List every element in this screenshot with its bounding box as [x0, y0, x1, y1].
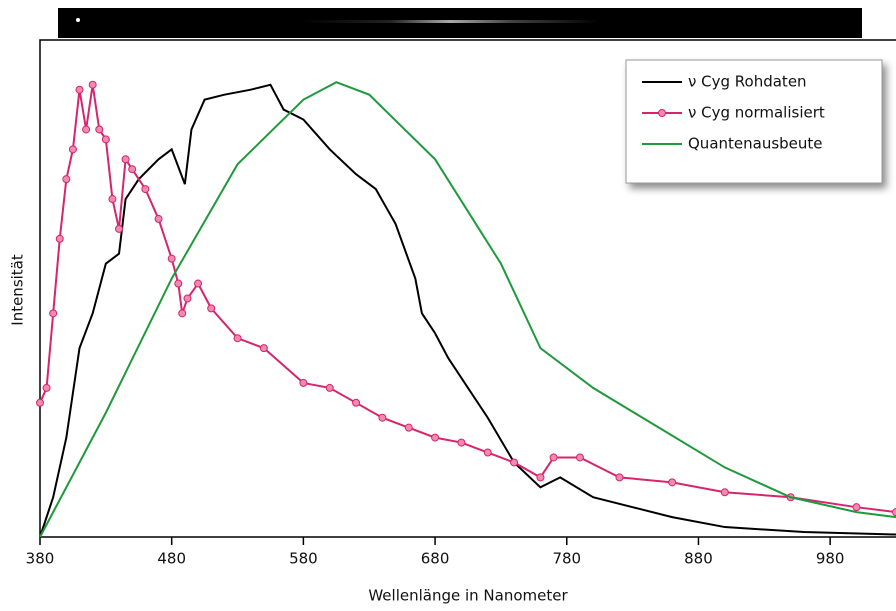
series-marker [431, 433, 440, 442]
series-marker [299, 378, 308, 387]
series-marker [259, 344, 268, 353]
legend-box [625, 59, 883, 184]
x-axis-label: Wellenlänge in Nanometer [368, 587, 568, 605]
legend: ν Cyg Rohdaten ν Cyg normalisiert Quantena… [625, 59, 883, 184]
y-axis-label: Intensität [9, 254, 27, 326]
legend-marker [658, 109, 666, 117]
series-marker [101, 135, 110, 144]
series-marker [88, 80, 97, 89]
series-marker [575, 453, 584, 462]
series-marker [183, 294, 192, 303]
spectrum-streak [300, 20, 600, 23]
plot-area [36, 80, 896, 538]
series-marker [42, 383, 51, 392]
series-marker [233, 334, 242, 343]
series-marker [207, 304, 216, 313]
series-marker [49, 309, 58, 318]
series-line [39, 81, 896, 538]
series-line [39, 83, 896, 538]
series-marker [115, 224, 124, 233]
series-marker [121, 155, 130, 164]
series-marker [174, 279, 183, 288]
series-marker [483, 448, 492, 457]
legend-label: ν Cyg Rohdaten [688, 73, 807, 91]
series-marker [75, 85, 84, 94]
series-marker [352, 398, 361, 407]
series-marker [549, 453, 558, 462]
plot-frame [39, 39, 896, 537]
series-marker [892, 508, 896, 517]
series-marker [178, 309, 187, 318]
series-marker [108, 195, 117, 204]
series-marker [615, 473, 624, 482]
x-tick-label: 780 [552, 550, 581, 568]
series-marker [720, 488, 729, 497]
series-marker [378, 413, 387, 422]
series-marker [457, 438, 466, 447]
series-marker [404, 423, 413, 432]
x-tick-label: 580 [289, 550, 318, 568]
series-marker [194, 279, 203, 288]
series-marker [510, 458, 519, 467]
series-marker [852, 503, 861, 512]
series-marker [325, 383, 334, 392]
x-tick-label: 480 [157, 550, 186, 568]
legend-label: ν Cyg normalisiert [688, 104, 825, 122]
x-tick-label: 980 [816, 550, 845, 568]
series-marker [95, 125, 104, 134]
series-marker [68, 145, 77, 154]
series-marker [82, 125, 91, 134]
series-marker [167, 254, 176, 263]
series-marker [128, 165, 137, 174]
x-tick-label: 680 [421, 550, 450, 568]
series-marker [62, 175, 71, 184]
series-marker [141, 185, 150, 194]
series-marker [668, 478, 677, 487]
series-marker [55, 234, 64, 243]
series-marker [154, 214, 163, 223]
x-tick-label: 380 [26, 550, 55, 568]
series-marker [36, 398, 44, 407]
x-tick-label: 880 [684, 550, 713, 568]
legend-label: Quantenausbeute [688, 135, 823, 153]
series-marker [536, 473, 545, 482]
spectrum-star [76, 18, 80, 22]
